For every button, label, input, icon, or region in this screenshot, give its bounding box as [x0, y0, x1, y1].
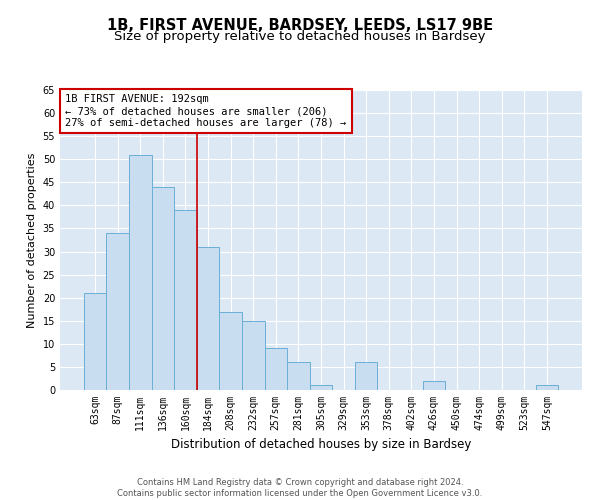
Bar	[422, 381, 445, 390]
Y-axis label: Number of detached properties: Number of detached properties	[27, 152, 37, 328]
Bar	[197, 247, 220, 390]
Bar	[242, 321, 265, 390]
Text: Size of property relative to detached houses in Bardsey: Size of property relative to detached ho…	[114, 30, 486, 43]
Bar	[174, 210, 197, 390]
Bar	[287, 362, 310, 390]
Bar	[536, 386, 558, 390]
Bar	[152, 187, 174, 390]
Text: 1B, FIRST AVENUE, BARDSEY, LEEDS, LS17 9BE: 1B, FIRST AVENUE, BARDSEY, LEEDS, LS17 9…	[107, 18, 493, 32]
Bar	[84, 293, 106, 390]
Bar	[310, 386, 332, 390]
Bar	[265, 348, 287, 390]
Text: Contains HM Land Registry data © Crown copyright and database right 2024.
Contai: Contains HM Land Registry data © Crown c…	[118, 478, 482, 498]
Bar	[129, 154, 152, 390]
Bar	[355, 362, 377, 390]
Bar	[106, 233, 129, 390]
X-axis label: Distribution of detached houses by size in Bardsey: Distribution of detached houses by size …	[171, 438, 471, 452]
Bar	[220, 312, 242, 390]
Text: 1B FIRST AVENUE: 192sqm
← 73% of detached houses are smaller (206)
27% of semi-d: 1B FIRST AVENUE: 192sqm ← 73% of detache…	[65, 94, 346, 128]
